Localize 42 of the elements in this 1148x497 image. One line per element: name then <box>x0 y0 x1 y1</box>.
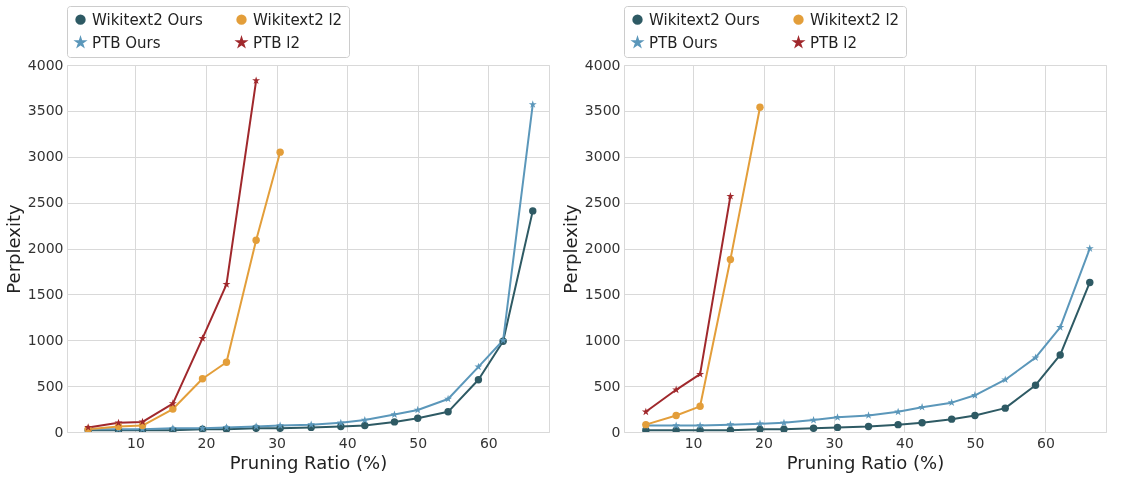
legend-label: PTB l2 <box>810 33 857 52</box>
y-tick-label: 3500 <box>27 102 64 119</box>
y-tick-label: 3000 <box>27 148 64 165</box>
y-tick-label: 2000 <box>584 240 621 256</box>
legend-label: Wikitext2 l2 <box>810 10 900 29</box>
legend-label: PTB Ours <box>92 33 161 52</box>
y-tick-label: 1500 <box>584 285 621 302</box>
y-tick-label: 1000 <box>584 331 621 348</box>
legend-label: Wikitext2 Ours <box>649 10 760 29</box>
y-tick-label: 500 <box>36 377 64 394</box>
y-tick-label: 1500 <box>27 285 64 302</box>
legend-label: PTB l2 <box>253 33 300 52</box>
y-axis-title: Perplexity <box>2 204 24 294</box>
y-tick-label: 3000 <box>584 148 621 165</box>
x-tick-label: 50 <box>966 434 985 451</box>
y-tick-label: 3500 <box>584 102 621 119</box>
x-tick-label: 60 <box>1036 434 1055 451</box>
x-tick-label: 20 <box>755 434 773 451</box>
y-tick-label: 2000 <box>27 240 64 256</box>
y-tick-label: 0 <box>54 423 64 440</box>
legend-label: Wikitext2 l2 <box>253 10 343 29</box>
y-axis-title: Perplexity <box>559 204 581 294</box>
y-tick-label: 500 <box>593 377 621 394</box>
y-tick-label: 1000 <box>27 331 64 348</box>
legend-label: Wikitext2 Ours <box>92 10 203 29</box>
y-tick-label: 4000 <box>584 56 621 73</box>
y-tick-label: 4000 <box>27 56 64 73</box>
y-tick-label: 2500 <box>584 194 621 211</box>
x-axis-title: Pruning Ratio (%) <box>786 451 945 473</box>
x-tick-label: 10 <box>684 434 703 451</box>
y-tick-label: 0 <box>611 423 621 440</box>
x-axis-title: Pruning Ratio (%) <box>229 451 388 473</box>
x-tick-label: 20 <box>197 434 216 451</box>
legend-label: PTB Ours <box>649 33 718 52</box>
x-tick-label: 50 <box>409 434 428 451</box>
x-tick-label: 10 <box>127 434 145 451</box>
x-tick-label: 30 <box>825 434 844 451</box>
x-tick-label: 40 <box>896 434 914 451</box>
y-tick-label: 2500 <box>27 194 64 211</box>
x-tick-label: 40 <box>338 434 357 451</box>
x-tick-label: 60 <box>479 434 498 451</box>
x-tick-label: 30 <box>268 434 287 451</box>
